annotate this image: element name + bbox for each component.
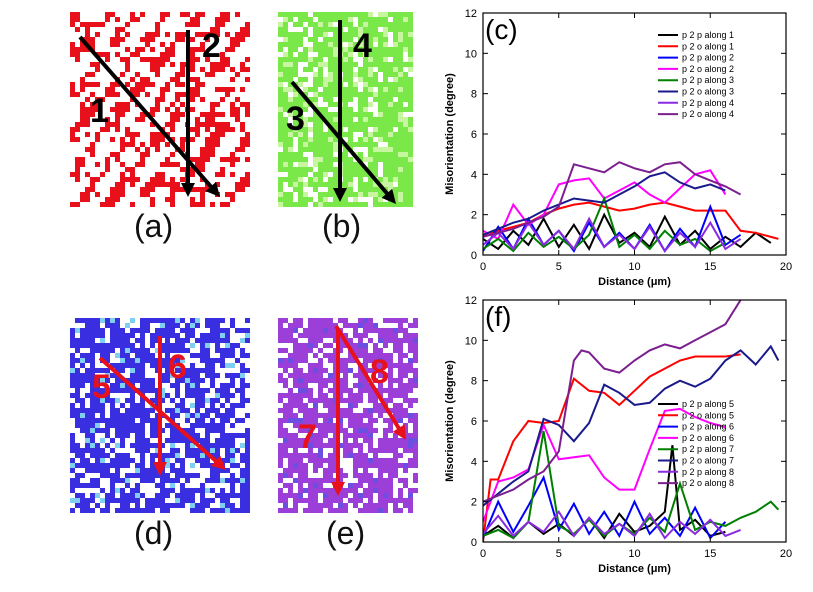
map-d-canvas: 56 [70, 318, 250, 513]
chart-f-canvas: 0 5 10 15 20 0 2 4 6 8 10 12 Distance (μm) Misorienta… [430, 292, 810, 587]
y-tick-label: 12 [465, 8, 477, 20]
chart-tag: (f) [485, 301, 511, 332]
chart-c-canvas: 0 5 10 15 20 0 2 4 6 8 10 12 Distance (μm) Misorienta… [430, 5, 810, 295]
y-tick-label: 0 [471, 537, 477, 549]
x-tick-label: 20 [780, 261, 792, 273]
y-tick-label: 10 [465, 48, 477, 60]
x-tick-label: 0 [480, 261, 486, 273]
x-axis-title: Distance (μm) [598, 563, 671, 575]
scan-line-number: 3 [286, 100, 305, 138]
scan-line-number: 6 [168, 348, 187, 386]
map-b-label: (b) [322, 208, 361, 245]
legend-label: p 2 o along 2 [682, 64, 734, 74]
y-tick-label: 2 [471, 210, 477, 222]
legend-label: p 2 p along 6 [682, 422, 734, 432]
chart-tag: (c) [485, 14, 518, 45]
x-tick-label: 20 [780, 548, 792, 560]
series-line [483, 346, 778, 505]
x-tick-label: 15 [704, 261, 716, 273]
legend-label: p 2 p along 5 [682, 399, 734, 409]
legend-label: p 2 p along 2 [682, 53, 734, 63]
legend-label: p 2 p along 1 [682, 30, 734, 40]
scan-line-number: 4 [353, 27, 372, 65]
x-tick-label: 5 [556, 548, 562, 560]
y-tick-label: 6 [471, 416, 477, 428]
legend-label: p 2 o along 1 [682, 41, 734, 51]
legend-label: p 2 p along 7 [682, 444, 734, 454]
y-axis-title: Misorientation (degree) [444, 73, 456, 195]
y-tick-label: 12 [465, 295, 477, 307]
series-line [483, 170, 725, 239]
x-tick-label: 5 [556, 261, 562, 273]
y-tick-label: 8 [471, 376, 477, 388]
map-a-canvas: 12 [70, 12, 250, 207]
legend-label: p 2 p along 4 [682, 98, 734, 108]
scan-line-number: 5 [92, 368, 111, 406]
map-e-canvas: 78 [278, 318, 418, 513]
y-tick-label: 6 [471, 129, 477, 141]
y-tick-label: 0 [471, 250, 477, 262]
legend-label: p 2 o along 7 [682, 456, 734, 466]
scan-line-number: 7 [298, 418, 317, 456]
legend-label: p 2 p along 3 [682, 75, 734, 85]
x-axis-title: Distance (μm) [598, 276, 671, 288]
legend-label: p 2 o along 5 [682, 410, 734, 420]
y-tick-label: 2 [471, 497, 477, 509]
scan-line-number: 2 [202, 27, 221, 65]
y-axis-title: Misorientation (degree) [444, 360, 456, 482]
scan-line-number: 1 [90, 92, 109, 130]
legend: p 2 p along 1p 2 o along 1p 2 p along 2p… [658, 30, 734, 119]
legend-label: p 2 o along 6 [682, 433, 734, 443]
x-tick-label: 10 [628, 548, 640, 560]
x-tick-label: 15 [704, 548, 716, 560]
chart-f: 0 5 10 15 20 0 2 4 6 8 10 12 Distance (μm) Misorienta… [430, 292, 810, 587]
y-tick-label: 8 [471, 89, 477, 101]
legend-label: p 2 o along 8 [682, 478, 734, 488]
y-tick-label: 4 [471, 456, 477, 468]
map-b-canvas: 34 [278, 12, 413, 207]
y-tick-label: 10 [465, 335, 477, 347]
legend-label: p 2 o along 3 [682, 87, 734, 97]
map-a-label: (a) [134, 208, 173, 245]
y-tick-label: 4 [471, 169, 477, 181]
map-d-label: (d) [134, 515, 173, 552]
x-tick-label: 0 [480, 548, 486, 560]
map-e-label: (e) [326, 515, 365, 552]
chart-c: 0 5 10 15 20 0 2 4 6 8 10 12 Distance (μm) Misorienta… [430, 5, 810, 295]
x-tick-label: 10 [628, 261, 640, 273]
legend-label: p 2 p along 8 [682, 467, 734, 477]
legend-label: p 2 o along 4 [682, 109, 734, 119]
scan-line-number: 8 [370, 353, 389, 391]
